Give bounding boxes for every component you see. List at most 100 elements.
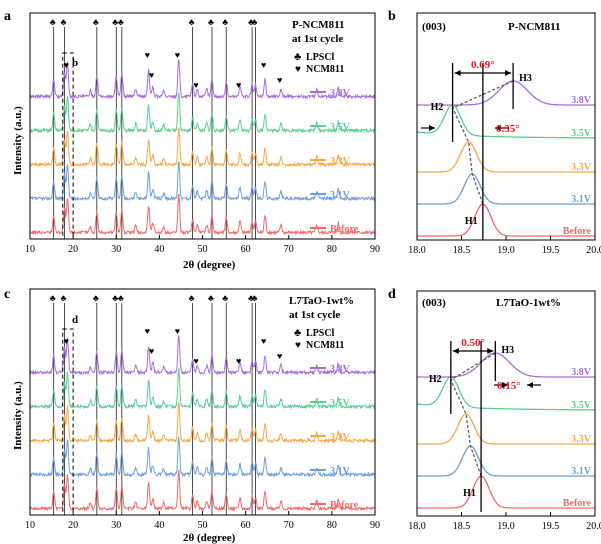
xrd-zoom-plot-d: Before 3.1V 3.3V 3.5V 3.8V H1 H2 H3 0.50° 0.15° 18… — [408, 337, 601, 532]
arrow-head — [429, 125, 435, 131]
legend-label: NCM811 — [306, 340, 344, 351]
club-marker: ♣ — [248, 17, 254, 27]
heart-marker: ♥ — [145, 326, 150, 336]
series-label: 3.1V — [571, 194, 592, 205]
series-label: Before — [563, 498, 592, 509]
panel-subtitle: at 1st cycle — [292, 33, 343, 45]
x-tick-label: 70 — [284, 520, 294, 531]
zoom-series-line — [417, 352, 595, 378]
plot-frame — [416, 12, 596, 241]
zoom-series-line — [416, 376, 595, 411]
arrow-head — [527, 382, 533, 388]
series-label: 3.5V — [571, 128, 592, 139]
heart-marker: ♥ — [175, 50, 180, 60]
inset-marker: d — [72, 314, 78, 326]
panel-letter: c — [4, 287, 10, 302]
panel-title: L7TaO-1wt% — [496, 297, 561, 309]
heart-marker: ♥ — [236, 80, 241, 90]
heart-marker: ♥ — [277, 75, 282, 85]
shift-label: 0.50° — [461, 337, 485, 349]
x-tick-label: 18.0 — [408, 521, 426, 532]
xrd-series-line — [29, 58, 376, 100]
arrow-head — [502, 382, 508, 388]
arrow-head — [454, 70, 461, 76]
x-axis-label: 2θ (degree) — [183, 532, 236, 544]
x-tick-label: 18.0 — [408, 245, 426, 256]
series-label: 3.5V — [571, 400, 592, 411]
heart-icon: ♥ — [295, 64, 301, 75]
peak-label: H2 — [431, 102, 444, 113]
xrd-series-line — [29, 436, 376, 478]
x-tick-label: 19.5 — [542, 521, 560, 532]
club-marker: ♣ — [50, 17, 56, 27]
club-marker: ♣ — [118, 17, 124, 27]
x-tick-label: 60 — [241, 520, 251, 531]
heart-marker: ♥ — [149, 346, 154, 356]
x-tick-label: 30 — [111, 244, 121, 255]
x-tick-label: 50 — [198, 244, 208, 255]
club-marker: ♣ — [50, 293, 56, 303]
arrow-head — [452, 348, 459, 354]
series-label: Before — [330, 224, 359, 235]
club-marker: ♣ — [252, 17, 258, 27]
zoom-series-line — [417, 413, 595, 445]
club-marker: ♣ — [248, 293, 254, 303]
zoom-series-line — [417, 80, 595, 106]
zoom-series-line — [417, 141, 595, 173]
club-marker: ♣ — [189, 17, 195, 27]
x-tick-label: 10 — [25, 520, 35, 531]
xrd-series-line — [29, 193, 376, 236]
panel-title: P-NCM811 — [292, 19, 345, 31]
x-tick-label: 20 — [68, 520, 78, 531]
xrd-zoom-plot-b: Before 3.1V 3.3V 3.5V 3.8V H1 H2 H3 0.69° 0.35° 18… — [408, 59, 601, 256]
series-label: 3.5V — [330, 398, 351, 409]
x-tick-label: 80 — [327, 520, 337, 531]
club-icon: ♣ — [294, 327, 301, 339]
series-label: 3.3V — [330, 156, 351, 167]
club-icon: ♣ — [294, 51, 301, 63]
x-tick-label: 19.0 — [497, 521, 515, 532]
legend-label: LPSCl — [306, 328, 335, 339]
heart-marker: ♥ — [145, 50, 150, 60]
club-marker: ♣ — [61, 17, 67, 27]
heart-marker: ♥ — [175, 326, 180, 336]
zoom-series-line — [416, 104, 595, 139]
y-axis-label: Intensity (a.u.) — [12, 381, 24, 450]
series-label: 3.8V — [330, 88, 351, 99]
xrd-series-line — [29, 368, 376, 410]
series-label: 3.5V — [330, 122, 351, 133]
series-label: 3.3V — [330, 432, 351, 443]
panel-letter: d — [388, 287, 396, 302]
legend: ♣ LPSCl ♥ NCM811 — [294, 51, 344, 75]
plot-frame — [29, 288, 376, 516]
series-label: 3.3V — [571, 434, 592, 445]
panel-title: L7TaO-1wt% — [289, 295, 354, 307]
club-marker: ♣ — [112, 17, 118, 27]
series-label: 3.3V — [571, 162, 592, 173]
club-marker: ♣ — [222, 293, 228, 303]
panel-title: P-NCM811 — [508, 21, 561, 33]
shift-label: 0.69° — [471, 59, 495, 71]
heart-marker: ♥ — [64, 60, 69, 70]
series-label: 3.1V — [571, 466, 592, 477]
series-label: 3.8V — [330, 364, 351, 375]
heart-marker: ♥ — [277, 351, 282, 361]
plane-label: (003) — [422, 21, 446, 33]
arrow-head — [495, 125, 501, 131]
x-tick-label: 30 — [111, 520, 121, 531]
xrd-series-line — [29, 469, 376, 512]
peak-label: H3 — [519, 73, 532, 84]
peak-label: H1 — [463, 488, 476, 499]
heart-marker: ♥ — [149, 70, 154, 80]
xrd-series-line — [29, 92, 376, 134]
x-tick-label: 18.5 — [453, 245, 471, 256]
heart-marker: ♥ — [193, 356, 198, 366]
shift-label: 0.15° — [497, 380, 521, 392]
legend: ♣ LPSCl ♥ NCM811 — [294, 327, 344, 351]
club-marker: ♣ — [118, 293, 124, 303]
club-marker: ♣ — [208, 17, 214, 27]
legend-label: NCM811 — [306, 64, 344, 75]
club-marker: ♣ — [93, 17, 99, 27]
